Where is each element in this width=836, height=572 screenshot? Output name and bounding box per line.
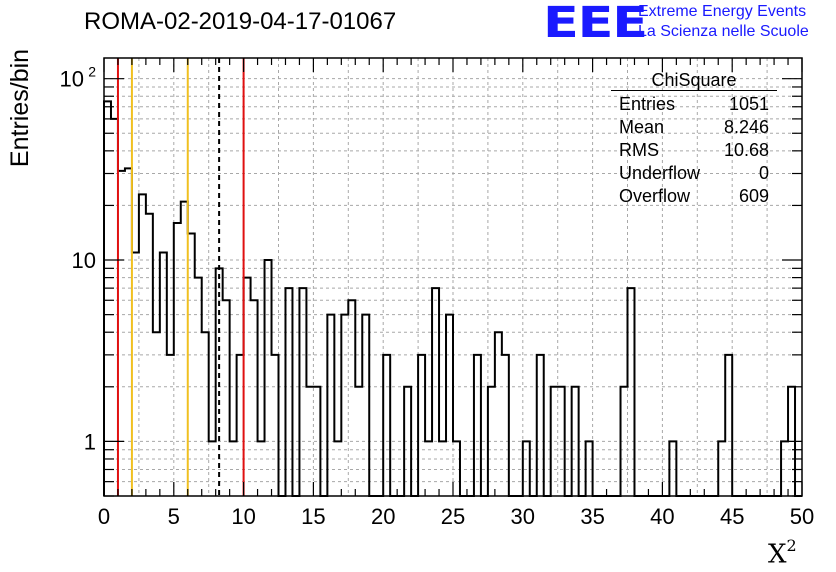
stats-box-rule: [611, 90, 777, 91]
stats-row-mean: Mean 8.246: [611, 116, 771, 139]
x-axis-label-sup: 2: [786, 536, 797, 555]
x-tick-label: 0: [98, 504, 110, 529]
stats-value: 8.246: [723, 117, 769, 137]
stats-value: 10.68: [723, 140, 769, 160]
y-tick-label: 1: [84, 429, 96, 454]
stats-value: 609: [738, 186, 769, 206]
stats-box-name: ChiSquare: [651, 70, 737, 90]
x-tick-label: 45: [720, 504, 744, 529]
y-tick-label: 10: [72, 248, 96, 273]
stats-label: Overflow: [619, 186, 691, 206]
stats-label: RMS: [619, 140, 659, 160]
stats-label: Mean: [619, 117, 665, 137]
x-tick-label: 15: [301, 504, 325, 529]
x-tick-label: 40: [650, 504, 674, 529]
stats-row-underflow: Underflow 0: [611, 162, 771, 185]
x-tick-label: 5: [168, 504, 180, 529]
x-axis-label-base: X: [768, 539, 787, 570]
eee-logo: EEE: [543, 0, 648, 48]
x-tick-label: 50: [790, 504, 814, 529]
chart-title: ROMA-02-2019-04-17-01067: [84, 8, 397, 35]
x-tick-label: 35: [580, 504, 604, 529]
logo-line-2: La Scienza nelle Scuole: [638, 23, 809, 40]
x-tick-label: 20: [371, 504, 395, 529]
stats-label: Underflow: [619, 163, 701, 183]
y-tick-label-sup: 2: [88, 64, 96, 80]
y-axis-label: Entries/bin: [6, 48, 34, 168]
stats-value: 0: [758, 163, 769, 183]
stats-row-overflow: Overflow 609: [611, 185, 771, 208]
stats-value: 1051: [728, 94, 769, 114]
stats-row-rms: RMS 10.68: [611, 139, 771, 162]
x-tick-label: 10: [231, 504, 255, 529]
y-tick-label: 10: [60, 67, 84, 92]
logo-line-1: Extreme Energy Events: [638, 3, 807, 20]
stats-box: ChiSquare Entries 1051 Mean 8.246 RMS 10.68…: [611, 70, 777, 208]
x-tick-label: 25: [441, 504, 465, 529]
x-axis-label: X2: [768, 536, 797, 570]
stats-label: Entries: [619, 94, 676, 114]
stats-row-entries: Entries 1051: [611, 93, 771, 116]
x-tick-label: 30: [511, 504, 535, 529]
